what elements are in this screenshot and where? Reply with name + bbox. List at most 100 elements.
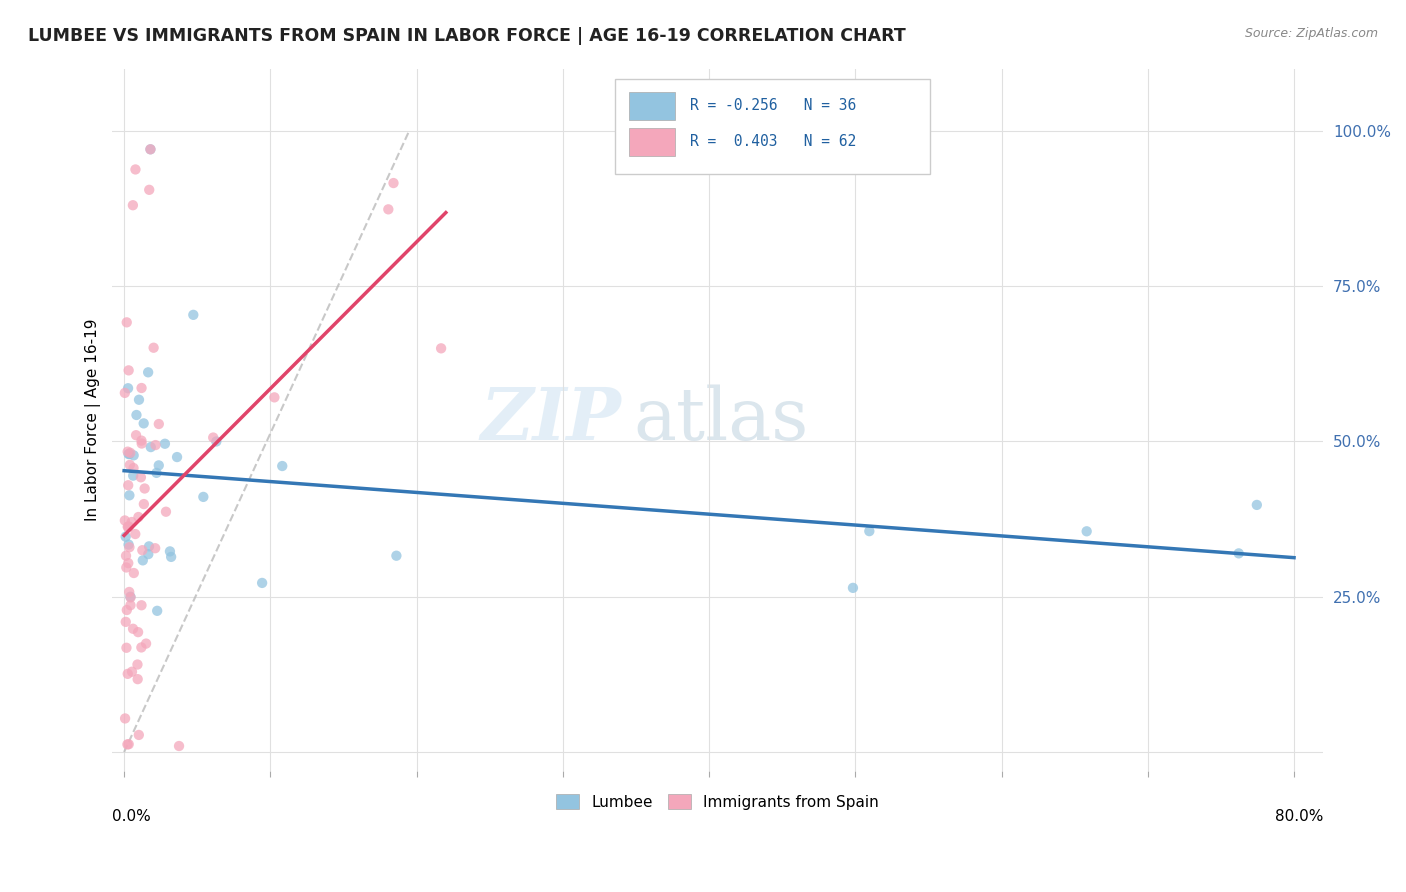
Point [127, 625, 149, 640]
FancyBboxPatch shape [614, 79, 929, 174]
Point [115, 315, 138, 329]
Point [131, 381, 153, 395]
Point [139, 142, 162, 156]
Point [142, 341, 165, 355]
Point [114, 615, 136, 629]
Point [202, 431, 225, 445]
Point [122, 566, 145, 580]
Point [136, 365, 159, 379]
Point [115, 640, 138, 655]
Point [138, 540, 160, 554]
Point [131, 436, 153, 450]
Point [131, 599, 153, 613]
Point [131, 640, 153, 655]
Point [134, 482, 156, 496]
Point [118, 458, 141, 472]
Text: R = -0.256   N = 36: R = -0.256 N = 36 [690, 97, 856, 112]
Point [159, 544, 181, 558]
Point [1076, 524, 1098, 539]
Point [118, 488, 141, 502]
Point [117, 444, 139, 458]
Point [124, 162, 146, 177]
FancyBboxPatch shape [630, 92, 675, 120]
FancyBboxPatch shape [630, 128, 675, 156]
Point [382, 176, 405, 190]
Point [125, 428, 148, 442]
Point [120, 591, 142, 605]
Point [181, 308, 204, 322]
Point [385, 549, 408, 563]
Point [120, 598, 142, 612]
Text: 0.0%: 0.0% [112, 809, 152, 824]
Y-axis label: In Labor Force | Age 16-19: In Labor Force | Age 16-19 [86, 318, 101, 521]
Text: LUMBEE VS IMMIGRANTS FROM SPAIN IN LABOR FORCE | AGE 16-19 CORRELATION CHART: LUMBEE VS IMMIGRANTS FROM SPAIN IN LABOR… [28, 27, 905, 45]
Point [118, 737, 141, 751]
Point [136, 547, 159, 561]
Point [138, 183, 160, 197]
Point [125, 408, 148, 422]
Point [118, 447, 141, 461]
Point [271, 458, 294, 473]
Point [145, 466, 167, 480]
Point [842, 581, 865, 595]
Point [263, 390, 285, 404]
Point [155, 505, 177, 519]
Point [146, 604, 169, 618]
Point [131, 434, 153, 448]
Point [132, 497, 155, 511]
Point [120, 590, 142, 604]
Point [145, 438, 167, 452]
Point [193, 490, 215, 504]
Point [128, 392, 150, 407]
Point [124, 527, 146, 541]
Point [128, 728, 150, 742]
Point [143, 541, 166, 556]
Point [118, 585, 141, 599]
Point [122, 468, 145, 483]
Point [117, 737, 139, 751]
Point [127, 672, 149, 686]
Point [118, 540, 141, 554]
Point [117, 537, 139, 551]
Point [118, 519, 141, 533]
Text: Source: ZipAtlas.com: Source: ZipAtlas.com [1244, 27, 1378, 40]
Point [153, 436, 176, 450]
Point [132, 417, 155, 431]
Point [135, 637, 157, 651]
Point [122, 198, 145, 212]
Point [117, 520, 139, 534]
Point [122, 461, 145, 475]
Point [139, 142, 162, 156]
Point [117, 447, 139, 461]
Point [148, 417, 170, 431]
Legend: Lumbee, Immigrants from Spain: Lumbee, Immigrants from Spain [550, 788, 886, 815]
Point [114, 385, 136, 400]
Point [148, 458, 170, 473]
Point [430, 342, 453, 356]
Point [132, 553, 155, 567]
Point [117, 556, 139, 570]
Point [122, 448, 145, 462]
Text: atlas: atlas [633, 384, 808, 455]
Point [205, 434, 228, 449]
Point [1227, 546, 1250, 560]
Point [122, 622, 145, 636]
Point [114, 711, 136, 725]
Point [127, 510, 149, 524]
Text: ZIP: ZIP [479, 384, 621, 455]
Point [117, 666, 139, 681]
Point [121, 665, 143, 679]
Point [139, 440, 162, 454]
Point [127, 657, 149, 672]
Point [114, 513, 136, 527]
Point [1246, 498, 1268, 512]
Text: 80.0%: 80.0% [1275, 809, 1323, 824]
Point [115, 549, 138, 563]
Point [858, 524, 880, 538]
Text: R =  0.403   N = 62: R = 0.403 N = 62 [690, 134, 856, 149]
Point [117, 363, 139, 377]
Point [129, 470, 152, 484]
Point [115, 560, 138, 574]
Point [114, 530, 136, 544]
Point [117, 381, 139, 395]
